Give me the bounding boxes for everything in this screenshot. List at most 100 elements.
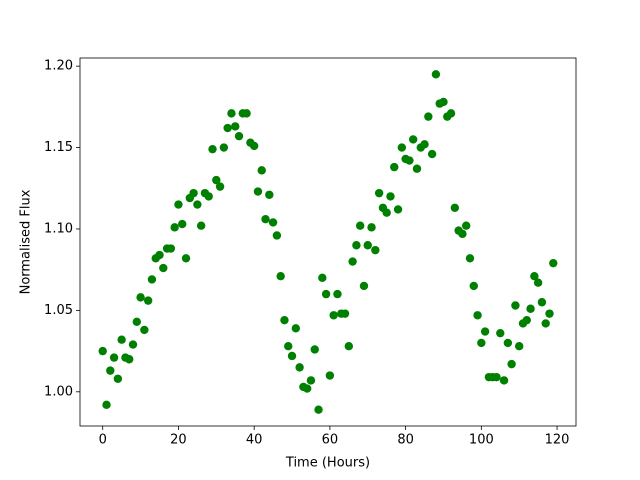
data-point xyxy=(477,338,486,348)
data-point xyxy=(204,192,213,201)
data-point xyxy=(314,405,323,414)
data-point xyxy=(522,315,531,325)
data-point xyxy=(318,273,327,283)
data-point xyxy=(231,122,240,131)
data-point xyxy=(166,244,176,253)
data-point xyxy=(499,376,509,385)
data-point xyxy=(287,351,297,361)
data-point xyxy=(344,342,354,351)
data-point xyxy=(325,371,335,380)
data-point xyxy=(465,254,475,263)
data-point xyxy=(549,258,558,268)
data-point xyxy=(310,345,319,354)
data-point xyxy=(143,296,153,305)
data-point xyxy=(215,182,225,191)
data-point xyxy=(450,203,460,213)
data-point xyxy=(249,141,259,151)
x-tick-label: 0 xyxy=(99,433,107,448)
data-point xyxy=(530,271,539,281)
data-point xyxy=(219,143,229,152)
data-point xyxy=(113,374,123,383)
data-point xyxy=(526,304,535,313)
data-point xyxy=(329,311,338,320)
data-point xyxy=(155,250,164,260)
x-tick-label: 40 xyxy=(246,433,263,448)
data-point xyxy=(386,192,395,201)
data-point xyxy=(533,278,543,287)
data-point xyxy=(181,254,191,263)
data-point xyxy=(291,324,301,333)
data-point xyxy=(128,340,138,349)
data-point xyxy=(503,338,513,348)
data-point xyxy=(212,175,221,185)
data-point xyxy=(431,70,441,79)
data-point xyxy=(321,289,331,299)
y-tick-label: 1.10 xyxy=(44,221,73,236)
data-point xyxy=(170,223,179,232)
y-tick-label: 1.20 xyxy=(44,59,73,74)
data-point xyxy=(511,301,520,310)
data-point xyxy=(363,241,372,250)
data-point xyxy=(355,221,365,230)
data-point xyxy=(253,187,263,196)
data-point xyxy=(223,123,232,133)
x-tick-label: 20 xyxy=(170,433,187,448)
y-tick-label: 1.05 xyxy=(44,303,73,318)
data-point xyxy=(469,281,478,291)
data-point xyxy=(507,359,516,369)
data-point xyxy=(272,231,282,240)
data-point xyxy=(280,315,289,325)
data-point xyxy=(159,263,168,273)
data-point xyxy=(234,131,244,141)
data-point xyxy=(340,309,350,318)
data-point xyxy=(125,355,134,364)
data-point xyxy=(496,328,505,338)
data-point xyxy=(382,208,391,217)
data-point xyxy=(371,245,380,255)
data-point xyxy=(390,162,399,172)
data-point xyxy=(147,275,157,284)
data-point xyxy=(102,400,111,410)
x-tick-label: 120 xyxy=(545,433,570,448)
data-point xyxy=(136,293,145,302)
data-point xyxy=(261,215,270,224)
data-point xyxy=(424,112,433,121)
data-point xyxy=(276,271,285,281)
data-point xyxy=(541,319,550,328)
data-point xyxy=(193,200,202,209)
data-point xyxy=(227,109,236,118)
data-point xyxy=(333,289,342,299)
data-point xyxy=(537,298,547,307)
data-point xyxy=(374,188,384,198)
data-point xyxy=(348,257,357,266)
data-point xyxy=(178,219,187,229)
data-point xyxy=(140,325,149,335)
data-point xyxy=(473,311,482,320)
plot-frame xyxy=(79,57,577,427)
data-point xyxy=(268,218,278,227)
data-point xyxy=(367,223,376,232)
data-point xyxy=(393,205,403,214)
data-point xyxy=(106,366,115,375)
data-point xyxy=(98,346,107,356)
data-point xyxy=(492,372,501,382)
data-point xyxy=(458,229,467,239)
data-point xyxy=(284,342,293,351)
data-point xyxy=(257,166,266,175)
data-point xyxy=(420,140,429,149)
data-point xyxy=(515,342,524,351)
data-point xyxy=(174,200,183,209)
data-point xyxy=(306,376,316,385)
data-point xyxy=(196,221,206,230)
data-point xyxy=(480,327,490,336)
data-point xyxy=(352,241,361,250)
data-point xyxy=(132,317,141,326)
y-tick-label: 1.00 xyxy=(44,384,73,399)
data-point xyxy=(302,384,312,393)
data-point xyxy=(208,144,217,154)
data-point xyxy=(408,135,418,144)
data-point xyxy=(427,149,437,159)
